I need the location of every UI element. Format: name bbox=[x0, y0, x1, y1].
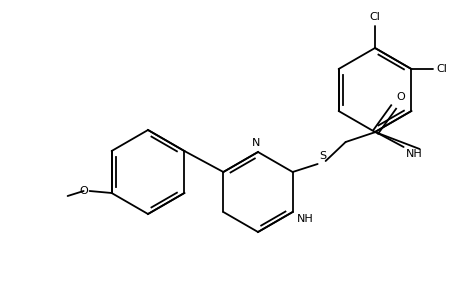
Text: S: S bbox=[319, 151, 326, 161]
Text: O: O bbox=[396, 92, 404, 102]
Text: NH: NH bbox=[405, 149, 421, 159]
Text: N: N bbox=[251, 138, 260, 148]
Text: Cl: Cl bbox=[369, 12, 380, 22]
Text: O: O bbox=[78, 186, 87, 196]
Text: Cl: Cl bbox=[436, 64, 446, 74]
Text: NH: NH bbox=[296, 214, 313, 224]
